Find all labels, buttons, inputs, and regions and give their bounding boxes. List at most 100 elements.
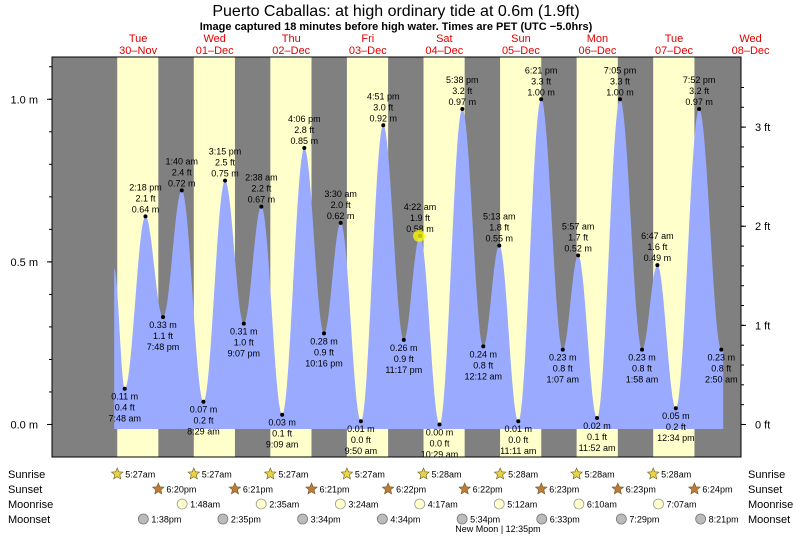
tide-point: [179, 188, 184, 193]
extreme-ft-label: 3.3 ft: [610, 76, 631, 86]
plot-border: [51, 56, 742, 458]
day-date-label: 30–Nov: [119, 45, 157, 57]
tide-point: [719, 347, 724, 352]
tide-point: [595, 415, 600, 420]
tide-point: [655, 263, 660, 268]
tide-point: [201, 399, 206, 404]
moonset-row-label-right: Moonset: [748, 514, 790, 526]
extreme-m-label: 0.75 m: [211, 169, 239, 179]
extreme-ft-label: 3.0 ft: [373, 102, 394, 112]
moonrise-icon: [653, 498, 664, 510]
sunrise-time-label: 5:28am: [432, 470, 462, 480]
tide-point: [576, 253, 581, 258]
tide-point: [223, 178, 228, 183]
tide-point: [437, 422, 442, 427]
extreme-time-label: 12:34 pm: [657, 433, 695, 443]
moonrise-icon: [334, 498, 346, 510]
moonset-time-label: 2:35pm: [231, 515, 261, 525]
extreme-m-label: 1.00 m: [606, 87, 634, 97]
moonset-time-label: 8:21pm: [709, 515, 739, 525]
day-date-label: 07–Dec: [655, 45, 693, 57]
right-axis-label: 2 ft: [755, 221, 770, 233]
tide-point: [497, 243, 502, 248]
extreme-ft-label: 1.7 ft: [568, 232, 589, 242]
sunset-icon: [687, 482, 701, 495]
extreme-ft-label: 0.0 ft: [351, 435, 372, 445]
tide-extremes: 0.11 m0.4 ft7:48 am 2:18 pm2.1 ft0.64 m 0.…: [108, 65, 737, 459]
sunset-icon: [458, 482, 472, 495]
extreme-ft-label: 2.2 ft: [251, 184, 272, 194]
tide-point: [401, 337, 406, 342]
extreme-m-label: 0.28 m: [310, 336, 338, 346]
day-date-label: 04–Dec: [425, 45, 463, 57]
tide-point: [618, 97, 623, 102]
day-date-label: 06–Dec: [578, 45, 616, 57]
extreme-time-label: 4:22 am: [404, 202, 437, 212]
extreme-time-label: 8:29 am: [187, 427, 220, 437]
extreme-m-label: 0.01 m: [347, 424, 375, 434]
extreme-time-label: 9:07 pm: [228, 349, 261, 359]
extreme-m-label: 0.85 m: [291, 136, 319, 146]
extreme-ft-label: 0.9 ft: [314, 347, 335, 357]
moonrise-row-label-right: Moonrise: [748, 499, 793, 511]
extreme-ft-label: 2.5 ft: [215, 158, 236, 168]
tide-point: [640, 347, 645, 352]
tide-point: [122, 386, 127, 391]
moonrise-time-label: 4:17am: [428, 500, 458, 510]
sunset-icon: [381, 482, 395, 495]
extreme-time-label: 12:12 am: [464, 371, 502, 381]
moonset-icon: [137, 513, 149, 525]
day-name-label: Fri: [361, 33, 374, 45]
tide-point: [481, 344, 486, 349]
sunset-icon: [228, 482, 242, 495]
extreme-time-label: 7:52 pm: [683, 75, 716, 85]
extreme-ft-label: 0.1 ft: [587, 432, 608, 442]
extreme-ft-label: 2.1 ft: [135, 193, 156, 203]
tide-point: [460, 107, 465, 112]
extreme-ft-label: 0.0 ft: [508, 435, 529, 445]
extreme-ft-label: 0.8 ft: [553, 364, 574, 374]
tide-point: [161, 315, 166, 320]
moonrise-icon: [493, 498, 505, 510]
extreme-ft-label: 0.0 ft: [429, 438, 450, 448]
day-date-label: 03–Dec: [349, 45, 387, 57]
sunset-time-label: 6:20pm: [166, 485, 196, 495]
extreme-time-label: 9:09 am: [266, 440, 299, 450]
extreme-ft-label: 0.8 ft: [632, 364, 653, 374]
moonset-time-label: 5:34pm: [470, 515, 500, 525]
moonrise-icon: [176, 498, 188, 510]
sunset-time-label: 6:22pm: [473, 485, 503, 495]
tide-point: [241, 321, 246, 326]
tide-area: [114, 99, 724, 430]
moonset-icon: [217, 513, 229, 525]
sunset-icon: [534, 482, 548, 495]
extreme-time-label: 7:48 am: [108, 414, 141, 424]
extreme-ft-label: 0.2 ft: [193, 416, 214, 426]
extreme-ft-label: 3.2 ft: [689, 86, 710, 96]
extreme-m-label: 1.00 m: [527, 87, 555, 97]
moonrise-time-label: 3:24am: [348, 500, 378, 510]
extreme-time-label: 2:50 am: [705, 375, 738, 385]
left-axis-label: 0.0 m: [10, 419, 38, 431]
extreme-m-label: 0.23 m: [628, 353, 656, 363]
moonrise-icon: [573, 498, 585, 510]
moonrise-time-label: 7:07am: [666, 500, 696, 510]
extreme-m-label: 0.67 m: [248, 195, 276, 205]
sunrise-row-label-left: Sunrise: [8, 469, 45, 481]
sunrise-time-label: 5:27am: [355, 470, 385, 480]
extreme-m-label: 0.97 m: [449, 97, 477, 107]
tide-series-area: [114, 99, 724, 430]
extreme-ft-label: 0.8 ft: [473, 360, 494, 370]
extreme-ft-label: 3.3 ft: [531, 76, 552, 86]
day-name-label: Tue: [129, 33, 148, 45]
sunset-time-label: 6:24pm: [702, 485, 732, 495]
sunset-row-label-right: Sunset: [748, 484, 782, 496]
moonrise-row-label-left: Moonrise: [8, 499, 53, 511]
day-name-label: Sat: [436, 33, 453, 45]
extreme-m-label: 0.72 m: [168, 178, 196, 188]
tide-point: [516, 419, 521, 424]
tide-point: [539, 97, 544, 102]
extreme-ft-label: 1.8 ft: [489, 223, 510, 233]
moonset-time-label: 4:34pm: [390, 515, 420, 525]
